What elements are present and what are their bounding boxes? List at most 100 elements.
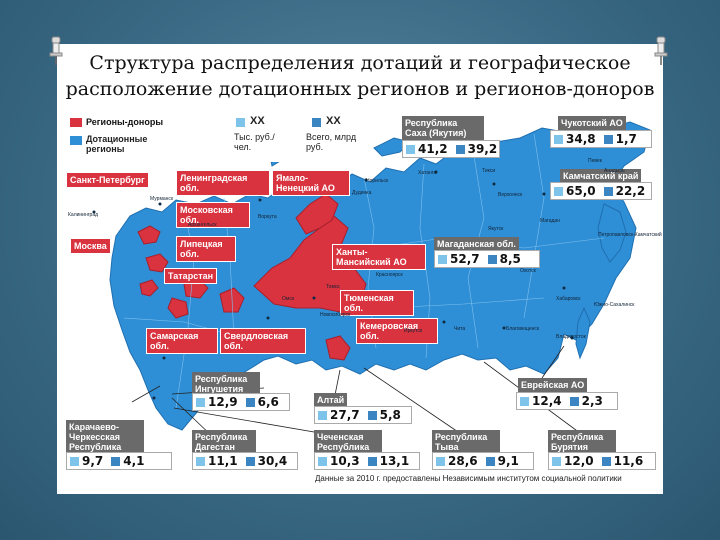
city-label: Хатанга: [418, 170, 437, 176]
city-label: Владивосток: [556, 334, 586, 340]
kamchatka-peninsula: [597, 203, 627, 263]
city-label: Якутск: [488, 226, 504, 232]
label-kchr: Карачаево-Черкесская Республика: [66, 420, 144, 454]
label-yakutia: Республика Саха (Якутия): [402, 116, 484, 140]
donor-area-samara: [167, 297, 189, 319]
pushpin-right-icon: [654, 36, 668, 65]
donor-area-lipetsk: [139, 279, 159, 297]
kamchatka-per-capita: 65,0: [566, 184, 596, 198]
label-dagestan: Республика Дагестан: [192, 430, 256, 454]
label-chechnya: Чеченская Республика: [314, 430, 382, 454]
donor-area-moscow: [145, 253, 169, 273]
values-kchr: 9,7 4,1: [66, 452, 172, 470]
city-label: Воркута: [258, 214, 277, 220]
city-label: Архангельск: [188, 222, 217, 228]
ingushetia-per-capita: 12,9: [208, 395, 238, 409]
city-label: Магадан: [540, 218, 560, 224]
legend-total-unit: Всего, млрд руб.: [306, 132, 357, 152]
legend-donor-label: Регионы-доноры: [86, 117, 164, 127]
city-label: Верхоянск: [498, 192, 523, 198]
kamchatka-total: 22,2: [615, 184, 646, 198]
label-buryatia: Республика Бурятия: [548, 430, 616, 454]
tyva-per-capita: 28,6: [448, 454, 478, 468]
legend-subsidized-label: Дотационные регионы: [86, 134, 148, 154]
label-tatarstan: Татарстан: [164, 268, 218, 284]
legend-total-square: [312, 118, 321, 127]
title-line-2: расположение дотационных регионов и реги…: [65, 78, 655, 100]
kchr-total: 4,1: [123, 454, 145, 468]
magadan-per-capita: 52,7: [450, 252, 480, 266]
label-leningrad: Ленинградская обл.: [176, 170, 270, 196]
yakutia-per-capita: 41,2: [418, 142, 448, 156]
city-label: Благовещенск: [506, 326, 540, 332]
label-chukotka: Чукотский АО: [558, 116, 626, 130]
city-label: Омск: [282, 296, 295, 302]
city-label: Чита: [454, 326, 466, 332]
city-label: Петропавловск-Камчатский: [598, 232, 662, 238]
label-yamal: Ямало-Ненецкий АО: [272, 170, 350, 196]
label-moscow: Москва: [70, 238, 111, 254]
label-moscow-obl: Московская обл.: [176, 202, 250, 228]
values-yakutia: 41,2 39,2: [402, 140, 500, 158]
city-label: Дудинка: [352, 190, 372, 196]
sakhalin-island: [575, 306, 591, 360]
dagestan-total: 30,4: [257, 454, 288, 468]
city-label: Новосибирск: [320, 312, 351, 318]
legend-donor-swatch: [70, 118, 82, 127]
city-label: Анадырь: [604, 168, 625, 174]
ingushetia-total: 6,6: [257, 395, 279, 409]
label-ingushetia: Республика Ингушетия: [192, 372, 260, 396]
label-spb: Санкт-Петербург: [66, 172, 149, 188]
legend-total-key: ХХ: [326, 115, 341, 127]
jewish-total: 2,3: [581, 394, 603, 408]
values-ingushetia: 12,9 6,6: [192, 393, 290, 411]
jewish-per-capita: 12,4: [532, 394, 562, 408]
label-altai: Алтай: [314, 393, 348, 407]
values-chechnya: 10,3 13,1: [314, 452, 420, 470]
legend-per-capita-unit: Тыс. руб./ чел.: [234, 132, 275, 152]
city-label: Хабаровск: [556, 296, 581, 302]
values-chukotka: 34,8 1,7: [550, 130, 652, 148]
label-sverdlovsk: Свердловская обл.: [220, 328, 306, 354]
label-magadan: Магаданская обл.: [434, 237, 519, 251]
values-jewish: 12,4 2,3: [516, 392, 618, 410]
values-magadan: 52,7 8,5: [434, 250, 540, 268]
legend-per-capita-square: [236, 118, 245, 127]
dagestan-per-capita: 11,1: [208, 454, 238, 468]
city-label: Калининград: [68, 212, 99, 218]
legend-subsidized-swatch: [70, 136, 82, 145]
chechnya-total: 13,1: [379, 454, 410, 468]
label-tyva: Республика Тыва: [432, 430, 500, 454]
altai-per-capita: 27,7: [330, 408, 360, 422]
label-jewish: Еврейская АО: [518, 378, 588, 392]
buryatia-total: 11,6: [613, 454, 644, 468]
label-kamchatka: Камчатский край: [560, 169, 642, 183]
values-dagestan: 11,1 30,4: [192, 452, 298, 470]
city-label: Красноярск: [376, 272, 403, 278]
donor-area-kemerovo: [325, 335, 351, 361]
city-label: Иркутск: [404, 328, 423, 334]
pushpin-left-icon: [49, 36, 63, 65]
yakutia-total: 39,2: [467, 142, 498, 156]
slide-title: Структура распределения дотаций и геогра…: [57, 50, 663, 102]
label-samara: Самарская обл.: [146, 328, 218, 354]
source-footnote: Данные за 2010 г. предоставлены Независи…: [315, 474, 622, 483]
label-tyumen: Тюменская обл.: [340, 290, 414, 316]
kchr-per-capita: 9,7: [82, 454, 104, 468]
city-label: Норильск: [366, 178, 389, 184]
label-kemerovo: Кемеровская обл.: [356, 318, 438, 344]
legend-per-capita-key: ХХ: [250, 115, 265, 127]
city-label: Мурманск: [150, 196, 174, 202]
chechnya-per-capita: 10,3: [330, 454, 360, 468]
buryatia-per-capita: 12,0: [564, 454, 594, 468]
city-label: Певек: [588, 158, 602, 164]
donor-area-yamal: [295, 193, 339, 235]
values-buryatia: 12,0 11,6: [548, 452, 656, 470]
city-label: Тикси: [482, 168, 496, 174]
city-label: Томск: [326, 284, 340, 290]
title-line-1: Структура распределения дотаций и геогра…: [89, 52, 631, 74]
city-label: Охотск: [520, 268, 536, 274]
chukotka-total: 1,7: [615, 132, 637, 146]
map-legend: Регионы-доноры Дотационные регионы ХХ Ты…: [66, 112, 371, 162]
magadan-total: 8,5: [499, 252, 521, 266]
